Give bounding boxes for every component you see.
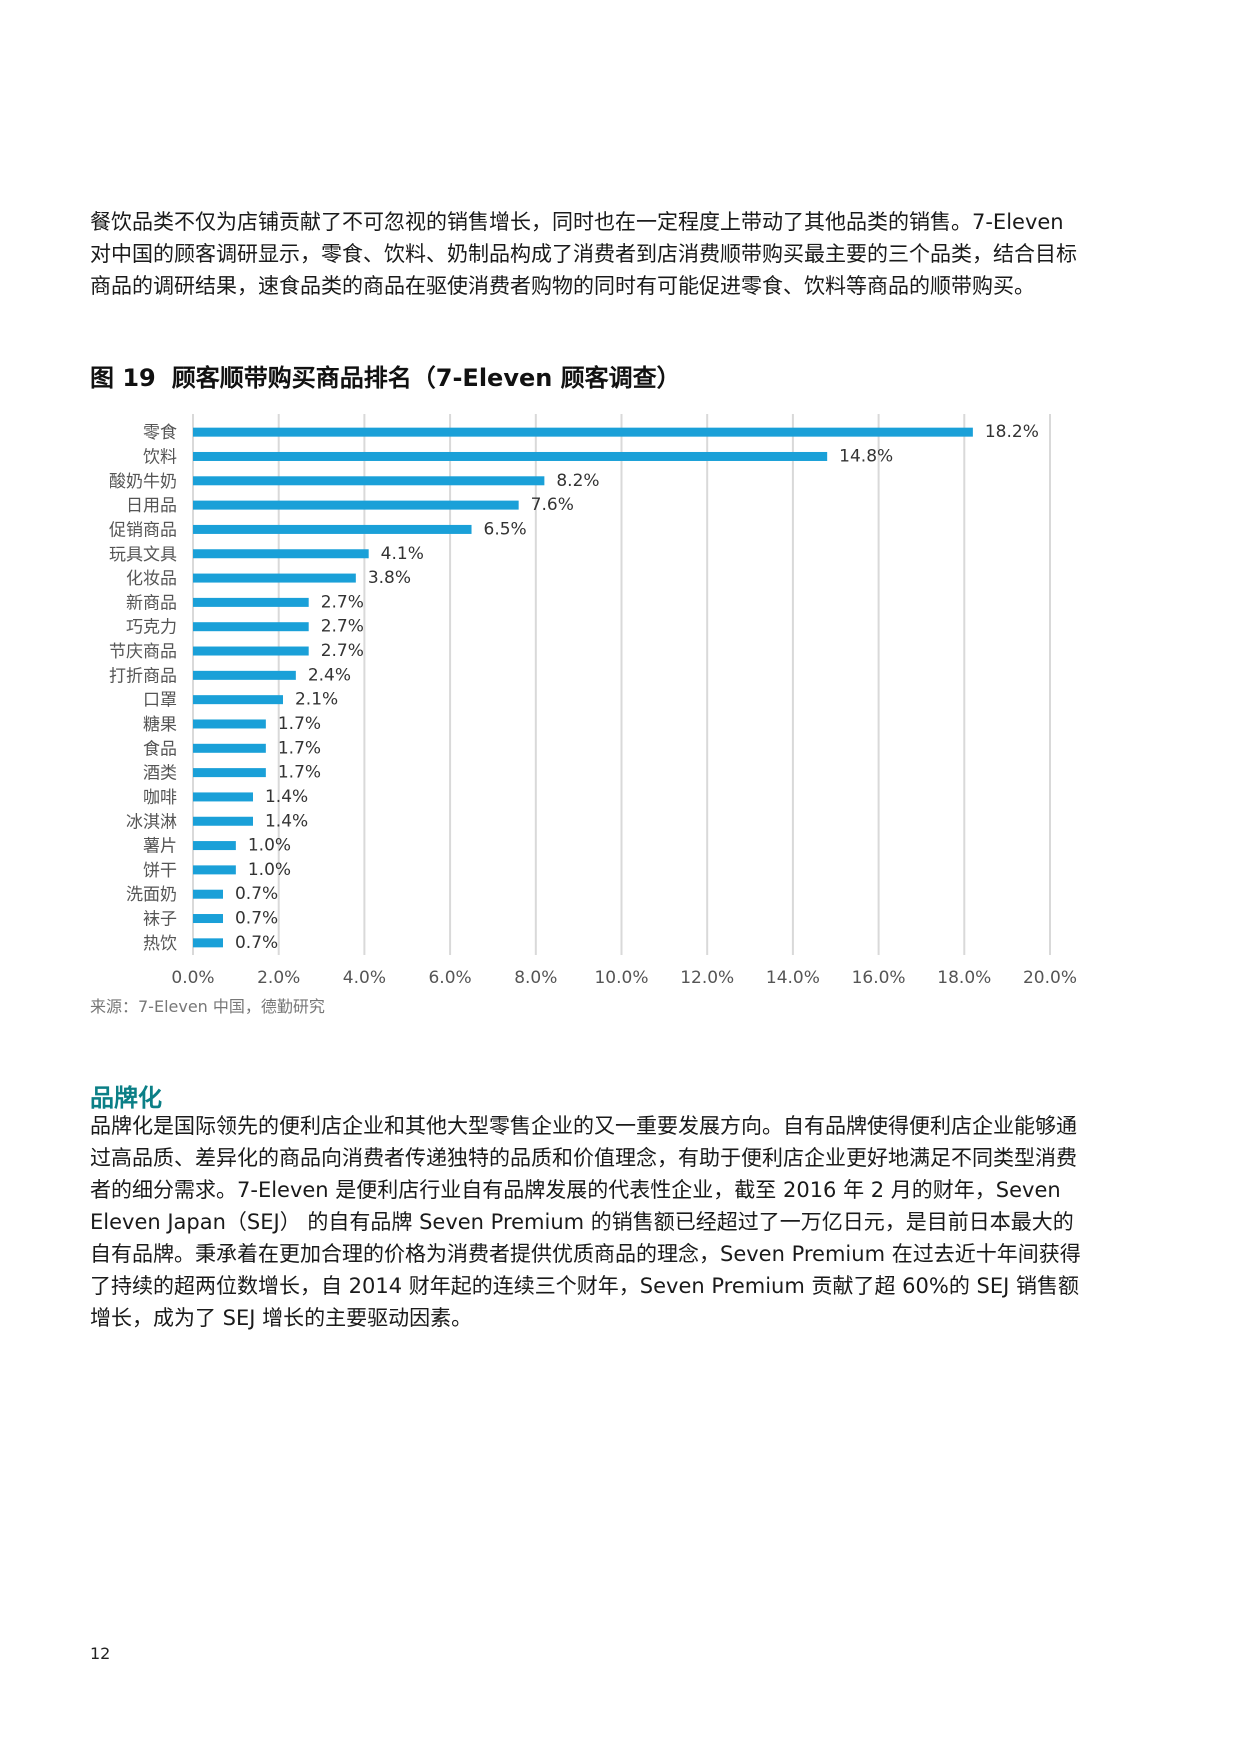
- bar: [193, 476, 545, 486]
- bar: [193, 524, 472, 534]
- value-label: 1.7%: [278, 763, 321, 783]
- bar-chart: 0.0% 2.0% 4.0% 6.0% 8.0% 10.0% 12.0% 14.0% 16.0%…: [109, 414, 1077, 988]
- bar: [193, 500, 519, 510]
- category-label: 化妆品: [126, 569, 177, 589]
- value-label: 0.7%: [235, 933, 278, 953]
- x-tick-label: 14.0%: [766, 968, 820, 988]
- category-label: 糖果: [143, 715, 177, 735]
- x-tick-label: 10.0%: [594, 968, 648, 988]
- bar: [193, 622, 309, 632]
- bar: [193, 427, 973, 437]
- bar: [193, 451, 828, 461]
- value-label: 18.2%: [985, 422, 1039, 442]
- value-label: 2.7%: [321, 641, 364, 661]
- bar: [193, 743, 266, 753]
- category-label: 薯片: [143, 837, 177, 857]
- category-label: 食品: [143, 739, 177, 759]
- category-label: 酸奶牛奶: [109, 472, 177, 492]
- bar: [193, 841, 236, 851]
- value-label: 1.4%: [265, 787, 308, 807]
- x-tick-label: 12.0%: [680, 968, 734, 988]
- value-label: 7.6%: [531, 495, 574, 515]
- figure-title-text: 顾客顺带购买商品排名（7-Eleven 顾客调查）: [171, 364, 681, 392]
- value-label: 4.1%: [381, 544, 424, 564]
- x-tick-label: 2.0%: [257, 968, 300, 988]
- value-label: 1.0%: [248, 860, 291, 880]
- category-label: 酒类: [143, 764, 177, 784]
- x-tick-label: 6.0%: [428, 968, 471, 988]
- bar: [193, 670, 296, 680]
- value-label: 6.5%: [484, 519, 527, 539]
- value-label: 2.1%: [295, 690, 338, 710]
- x-tick-label: 18.0%: [937, 968, 991, 988]
- x-tick-label: 20.0%: [1023, 968, 1077, 988]
- bar: [193, 646, 309, 656]
- category-label: 袜子: [143, 910, 177, 930]
- category-label: 打折商品: [109, 666, 177, 686]
- category-label: 饼干: [143, 861, 177, 881]
- value-label: 1.4%: [265, 811, 308, 831]
- value-label: 0.7%: [235, 909, 278, 929]
- section-paragraph: 品牌化是国际领先的便利店企业和其他大型零售企业的又一重要发展方向。自有品牌使得便…: [90, 1114, 1081, 1330]
- value-label: 1.7%: [278, 714, 321, 734]
- x-tick-label: 8.0%: [514, 968, 557, 988]
- bar: [193, 889, 223, 899]
- category-label: 洗面奶: [126, 885, 177, 905]
- figure-title: 图 19 顾客顺带购买商品排名（7-Eleven 顾客调查）: [90, 358, 681, 393]
- figure-label: 图 19: [90, 364, 156, 392]
- value-label: 2.7%: [321, 592, 364, 612]
- bar: [193, 549, 369, 559]
- bar: [193, 865, 236, 875]
- bar: [193, 597, 309, 607]
- value-label: 3.8%: [368, 568, 411, 588]
- value-label: 14.8%: [839, 446, 893, 466]
- bar: [193, 914, 223, 924]
- intro-paragraph: 餐饮品类不仅为店铺贡献了不可忽视的销售增长，同时也在一定程度上带动了其他品类的销…: [90, 210, 1077, 298]
- category-label: 咖啡: [143, 788, 177, 808]
- bar: [193, 719, 266, 729]
- category-label: 新商品: [126, 593, 177, 613]
- bar: [193, 768, 266, 778]
- category-label: 巧克力: [126, 618, 177, 638]
- x-tick-label: 16.0%: [852, 968, 906, 988]
- bar: [193, 695, 283, 705]
- bar: [193, 573, 356, 583]
- x-tick-label: 4.0%: [343, 968, 386, 988]
- category-label: 玩具文具: [109, 545, 177, 565]
- value-label: 1.7%: [278, 738, 321, 758]
- bar: [193, 938, 223, 948]
- section-heading: 品牌化: [90, 1084, 162, 1112]
- category-label: 饮料: [143, 447, 177, 467]
- bar: [193, 816, 253, 826]
- value-label: 2.4%: [308, 665, 351, 685]
- category-label: 促销商品: [109, 520, 177, 540]
- value-label: 1.0%: [248, 836, 291, 856]
- category-label: 冰淇淋: [126, 812, 177, 832]
- value-label: 0.7%: [235, 884, 278, 904]
- category-label: 热饮: [143, 934, 177, 954]
- category-label: 口罩: [143, 691, 177, 711]
- category-label: 日用品: [126, 496, 177, 516]
- category-label: 零食: [143, 423, 177, 443]
- value-label: 2.7%: [321, 617, 364, 637]
- x-tick-label: 0.0%: [171, 968, 214, 988]
- value-label: 8.2%: [556, 471, 599, 491]
- bar: [193, 792, 253, 802]
- page-number: 12: [90, 1644, 111, 1663]
- category-label: 节庆商品: [109, 642, 177, 662]
- figure-source: 来源：7-Eleven 中国，德勤研究: [90, 997, 325, 1016]
